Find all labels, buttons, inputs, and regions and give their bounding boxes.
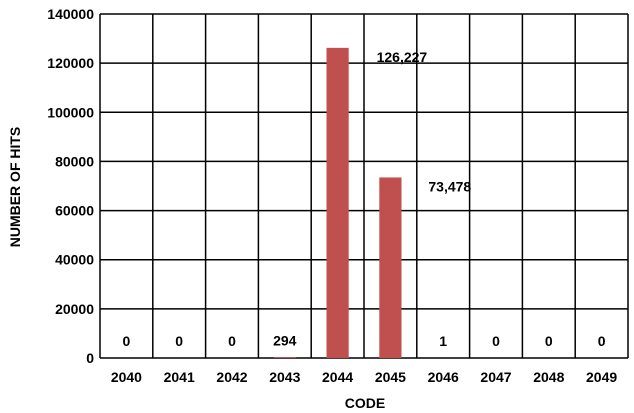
data-label: 126,227	[377, 49, 428, 65]
x-tick-label: 2045	[375, 369, 406, 385]
y-tick-label: 0	[86, 350, 94, 366]
data-label: 294	[273, 332, 297, 348]
y-tick-label: 120000	[47, 55, 94, 71]
x-tick-label: 2044	[322, 369, 353, 385]
x-tick-label: 2041	[164, 369, 195, 385]
x-tick-label: 2047	[480, 369, 511, 385]
bar-2043	[273, 357, 296, 358]
bars	[273, 47, 455, 359]
x-tick-label: 2043	[269, 369, 300, 385]
y-axis-ticks: 0 20000 40000 60000 80000 100000 120000 140000	[47, 6, 94, 366]
data-label: 0	[598, 333, 606, 349]
x-tick-label: 2049	[586, 369, 617, 385]
data-label: 73,478	[428, 178, 471, 194]
data-labels: 0 0 0 294 126,227 73,478 1 0 0 0	[123, 49, 606, 349]
x-axis-ticks: 2040 2041 2042 2043 2044 2045 2046 2047 2048 2049	[111, 369, 618, 385]
x-tick-label: 2042	[216, 369, 247, 385]
x-axis-title: CODE	[345, 395, 385, 411]
y-tick-label: 20000	[55, 301, 94, 317]
grid	[99, 13, 629, 359]
y-tick-label: 80000	[55, 153, 94, 169]
data-label: 0	[175, 333, 183, 349]
x-tick-label: 2048	[533, 369, 564, 385]
data-label: 0	[228, 333, 236, 349]
data-label: 1	[439, 333, 447, 349]
data-label: 0	[123, 333, 131, 349]
x-tick-label: 2046	[428, 369, 459, 385]
bar-2045	[379, 177, 402, 358]
y-tick-label: 40000	[55, 252, 94, 268]
y-tick-label: 60000	[55, 203, 94, 219]
bar-2044	[326, 47, 349, 359]
y-axis-title: NUMBER OF HITS	[7, 127, 23, 248]
data-label: 0	[545, 333, 553, 349]
y-tick-label: 140000	[47, 6, 94, 22]
x-tick-label: 2040	[111, 369, 142, 385]
y-tick-label: 100000	[47, 104, 94, 120]
data-label: 0	[492, 333, 500, 349]
